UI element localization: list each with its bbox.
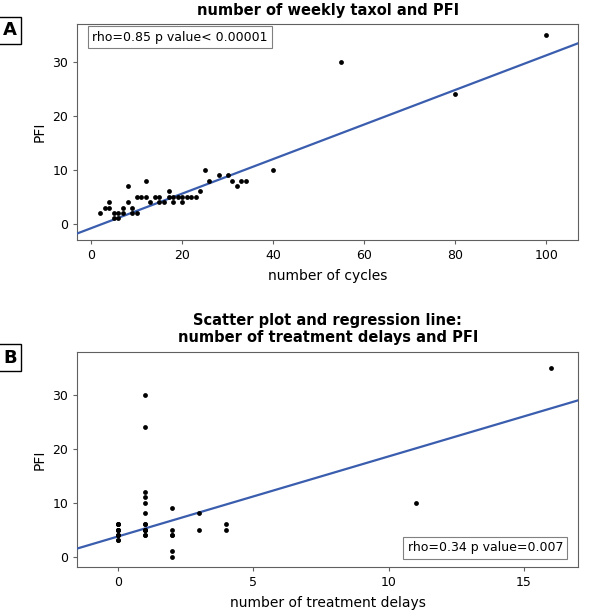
Point	[542, 30, 551, 40]
Point	[113, 536, 123, 545]
Point	[167, 551, 177, 561]
Point	[141, 525, 150, 534]
Point	[268, 165, 278, 174]
Point	[109, 214, 119, 223]
Point	[150, 192, 160, 202]
Point	[113, 530, 123, 540]
Point	[194, 525, 204, 534]
Point	[141, 519, 150, 529]
Point	[178, 197, 187, 207]
Point	[154, 192, 164, 202]
Point	[114, 208, 123, 218]
Point	[136, 192, 146, 202]
Point	[223, 170, 232, 180]
Point	[104, 197, 114, 207]
Point	[337, 57, 346, 67]
Point	[141, 519, 150, 529]
Point	[141, 509, 150, 518]
Point	[164, 187, 173, 196]
Y-axis label: PFI: PFI	[33, 450, 47, 470]
Point	[141, 525, 150, 534]
Text: rho=0.85 p value< 0.00001: rho=0.85 p value< 0.00001	[92, 31, 268, 44]
Point	[141, 498, 150, 508]
Point	[222, 519, 231, 529]
Point	[113, 525, 123, 534]
Title: Scatter plot and regression line:
number of weekly taxol and PFI: Scatter plot and regression line: number…	[193, 0, 462, 18]
Text: B: B	[3, 349, 17, 367]
Point	[159, 197, 169, 207]
X-axis label: number of cycles: number of cycles	[268, 269, 387, 283]
Point	[123, 181, 132, 191]
Title: Scatter plot and regression line:
number of treatment delays and PFI: Scatter plot and regression line: number…	[178, 313, 478, 345]
Point	[123, 197, 132, 207]
Point	[141, 525, 150, 534]
Point	[141, 525, 150, 534]
Point	[141, 192, 151, 202]
Point	[113, 519, 123, 529]
Point	[154, 197, 164, 207]
Point	[182, 192, 191, 202]
Point	[132, 192, 141, 202]
Point	[141, 530, 150, 540]
Point	[128, 203, 137, 212]
Point	[109, 208, 119, 218]
Point	[195, 187, 205, 196]
Point	[168, 197, 178, 207]
Point	[167, 547, 177, 556]
Point	[118, 203, 128, 212]
Point	[104, 203, 114, 212]
Point	[128, 208, 137, 218]
Point	[141, 487, 150, 497]
Point	[187, 192, 196, 202]
Point	[173, 192, 182, 202]
Point	[141, 492, 150, 502]
Point	[167, 530, 177, 540]
Point	[167, 530, 177, 540]
Point	[145, 197, 155, 207]
Point	[204, 176, 214, 185]
Point	[132, 208, 141, 218]
Point	[168, 192, 178, 202]
Point	[411, 498, 421, 508]
Text: A: A	[3, 21, 17, 40]
Point	[222, 525, 231, 534]
Point	[113, 525, 123, 534]
Point	[191, 192, 201, 202]
Point	[113, 519, 123, 529]
Point	[228, 176, 237, 185]
Text: rho=0.34 p value=0.007: rho=0.34 p value=0.007	[408, 541, 563, 554]
Point	[200, 165, 210, 174]
Point	[167, 525, 177, 534]
Point	[547, 363, 556, 373]
Point	[451, 90, 460, 99]
Point	[164, 192, 173, 202]
Point	[113, 525, 123, 534]
Point	[113, 525, 123, 534]
Point	[100, 203, 110, 212]
Point	[214, 170, 224, 180]
Point	[178, 192, 187, 202]
Point	[113, 536, 123, 545]
Point	[237, 176, 246, 185]
Point	[241, 176, 251, 185]
Point	[113, 519, 123, 529]
Point	[141, 390, 150, 400]
X-axis label: number of treatment delays: number of treatment delays	[230, 596, 426, 610]
Y-axis label: PFI: PFI	[33, 122, 47, 142]
Point	[114, 214, 123, 223]
Point	[113, 530, 123, 540]
Point	[141, 422, 150, 432]
Point	[95, 208, 105, 218]
Point	[232, 181, 241, 191]
Point	[113, 530, 123, 540]
Point	[167, 503, 177, 513]
Point	[141, 176, 151, 185]
Point	[194, 509, 204, 518]
Point	[141, 530, 150, 540]
Point	[118, 208, 128, 218]
